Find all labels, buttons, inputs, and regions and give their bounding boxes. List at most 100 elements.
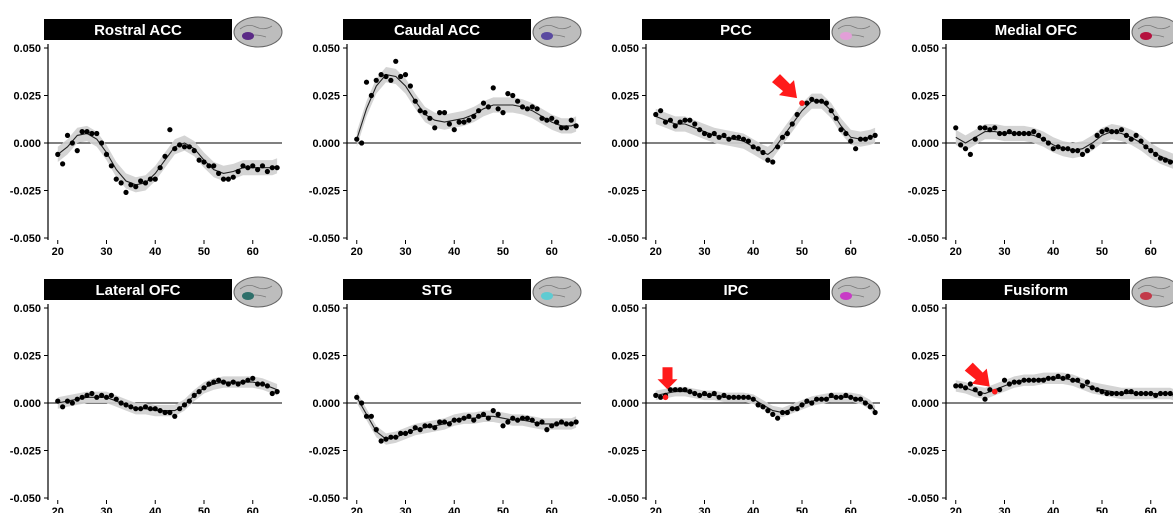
data-point: [1167, 390, 1173, 397]
data-point: [147, 176, 153, 182]
chart-panel-3: PCC 0.050 0.025 0.000 -0.025 -0.050 20 30 40 50 60: [608, 16, 881, 258]
data-point: [1016, 130, 1022, 137]
data-point: [89, 390, 95, 397]
data-point: [1148, 148, 1154, 154]
data-point: [818, 98, 825, 104]
data-point: [1167, 159, 1173, 165]
red-arrow: [772, 74, 797, 99]
data-point: [872, 409, 878, 416]
data-point: [240, 163, 246, 169]
data-point: [1050, 375, 1056, 381]
data-point: [74, 148, 80, 154]
data-point: [667, 117, 673, 123]
data-point: [997, 130, 1003, 137]
title-bar: [942, 19, 1130, 40]
data-point: [480, 411, 487, 417]
data-point: [716, 394, 722, 400]
data-point: [230, 174, 236, 180]
data-point: [378, 72, 384, 78]
confidence-band: [57, 125, 278, 193]
chart-title: Caudal ACC: [394, 22, 480, 39]
data-point: [653, 111, 659, 118]
data-point: [775, 415, 781, 421]
x-tick-label: 50: [198, 246, 210, 258]
data-point: [760, 404, 766, 410]
data-point: [672, 123, 678, 129]
x-tick-label: 40: [747, 246, 759, 258]
data-point: [142, 404, 149, 410]
chart-panel-8: Fusiform 0.050 0.025 0.000 -0.025 -0.050 20 30 4…: [908, 276, 1173, 513]
x-tick-label: 60: [845, 506, 857, 513]
data-point: [1001, 377, 1008, 383]
data-point: [1011, 130, 1017, 137]
data-point: [1055, 144, 1061, 150]
data-point: [853, 146, 859, 152]
title-bar: [343, 19, 531, 40]
y-tick-label: 0.050: [312, 43, 340, 55]
data-point: [967, 381, 973, 387]
data-point: [987, 127, 993, 133]
data-point: [784, 409, 790, 416]
data-point: [862, 400, 868, 406]
data-point: [461, 119, 467, 125]
title-bar: [44, 279, 232, 300]
data-point: [274, 165, 280, 171]
data-point: [1050, 146, 1056, 152]
data-point: [1153, 392, 1159, 398]
data-point: [456, 119, 462, 125]
data-point: [402, 72, 409, 78]
data-point: [393, 434, 399, 440]
data-point: [211, 379, 217, 385]
brain-icon: [831, 16, 881, 48]
data-point: [1001, 130, 1008, 137]
data-point: [765, 157, 771, 163]
brain-outline: [233, 276, 283, 308]
data-point: [354, 136, 360, 142]
data-point: [245, 377, 251, 383]
data-point: [1031, 129, 1037, 135]
data-point: [682, 387, 688, 393]
data-point: [1143, 144, 1149, 150]
data-point: [1070, 148, 1076, 154]
x-tick-label: 20: [52, 506, 64, 513]
data-point: [1006, 381, 1012, 387]
data-point: [677, 119, 683, 125]
x-tick-label: 40: [448, 246, 460, 258]
data-point: [573, 419, 579, 425]
data-point: [692, 121, 698, 127]
data-point: [172, 146, 178, 152]
data-point: [554, 119, 560, 125]
data-point: [789, 121, 795, 127]
brain-region-highlight: [1140, 32, 1152, 40]
data-point: [466, 117, 472, 123]
x-tick-label: 30: [100, 246, 112, 258]
x-tick-label: 40: [149, 246, 161, 258]
y-tick-label: 0.000: [911, 138, 939, 150]
data-point: [427, 115, 433, 121]
data-point: [672, 387, 678, 393]
x-tick-label: 30: [399, 246, 411, 258]
data-point: [765, 408, 771, 414]
brain-region-highlight: [242, 32, 254, 40]
data-point: [398, 73, 404, 80]
y-tick-label: 0.050: [312, 303, 340, 315]
data-point: [987, 387, 993, 393]
data-point: [432, 425, 438, 431]
y-tick-label: -0.050: [908, 493, 939, 505]
data-point: [549, 423, 555, 429]
data-point: [721, 132, 727, 138]
data-point: [534, 421, 540, 427]
brain-region-highlight: [541, 292, 553, 300]
data-point: [1084, 148, 1090, 154]
data-point: [809, 400, 815, 406]
data-point: [529, 417, 535, 423]
data-point: [437, 419, 443, 425]
chart-title: Lateral OFC: [95, 282, 180, 299]
data-point: [500, 423, 506, 429]
data-point: [706, 132, 712, 138]
data-point: [992, 125, 998, 131]
data-point: [220, 176, 227, 182]
data-point: [1099, 129, 1105, 135]
x-tick-label: 60: [546, 246, 558, 258]
